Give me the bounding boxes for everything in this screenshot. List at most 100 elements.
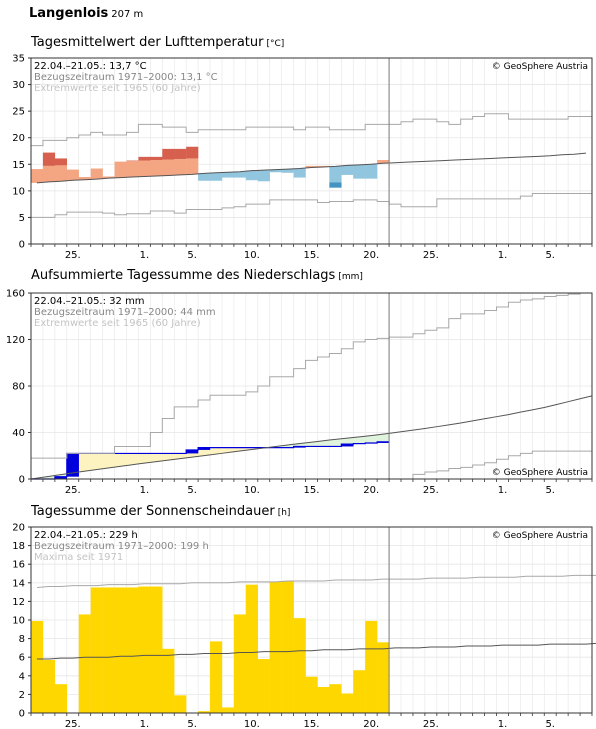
station-header: Langenlois 207 m [29, 6, 143, 21]
precip-deficit-area [341, 437, 354, 445]
sun-bar [317, 686, 330, 713]
temp-warm-bar [126, 161, 139, 178]
y-tick-label: 0 [19, 240, 25, 251]
precip-surplus-area [150, 453, 163, 463]
x-tick-label: 20. [363, 485, 379, 496]
temp-cold-bar [233, 171, 247, 178]
y-tick-label: 10 [12, 616, 25, 627]
temp-warm-bar [186, 158, 199, 175]
precip-reference-text: Bezugszeitraum 1971–2000: 44 mm [34, 307, 216, 318]
x-tick-label: 25. [65, 485, 81, 496]
temp-warm-strong-bar [138, 156, 151, 161]
x-tick-label: 15. [304, 719, 320, 729]
sun-bar [54, 684, 68, 713]
temp-warm-bar [66, 169, 79, 181]
temp-cold-bar [353, 164, 366, 179]
precip-reference-line [30, 395, 593, 480]
temp-warm-bar [305, 165, 318, 168]
temp-warm-bar [377, 160, 390, 164]
y-tick-label: 20 [12, 523, 25, 534]
precip-title-text: Aufsummierte Tagessumme des Niederschlag… [31, 268, 336, 283]
sun-bar [221, 707, 235, 713]
temp-warm-bar [102, 176, 115, 179]
x-tick-label: 25. [423, 485, 439, 496]
temp-warm-bar [78, 177, 91, 180]
sun-bar [281, 580, 294, 713]
x-tick-label: 20. [363, 719, 379, 729]
y-tick-label: 15 [12, 160, 25, 171]
y-tick-label: 2 [19, 690, 25, 701]
temp-warm-bar [317, 165, 330, 167]
x-tick-label: 25. [423, 719, 439, 729]
y-tick-label: 8 [19, 634, 25, 645]
precip-surplus-area [210, 447, 222, 455]
temp-warm-bar [42, 165, 56, 182]
y-tick-label: 0 [19, 475, 25, 486]
sun-bar [377, 642, 390, 713]
temp-cold-bar [221, 172, 235, 178]
temp-warm-bar [90, 168, 103, 180]
x-tick-label: 25. [65, 719, 81, 729]
precip-day-bar [341, 444, 354, 447]
x-tick-label: 1. [140, 485, 150, 496]
temp-max-line [31, 113, 592, 147]
y-tick-label: 0 [19, 709, 25, 720]
temp-reference-text: Bezugszeitraum 1971–2000: 13,1 °C [34, 72, 218, 83]
sun-plot: 0 2 4 6 8 10 12 14 16 18 20 25. 1. 5. 10. 15. 20. 25. 1. 5.… [12, 523, 596, 729]
precip-deficit-area [293, 442, 306, 447]
precip-surplus-area [102, 453, 115, 469]
sun-bar [198, 711, 211, 713]
x-tick-label: 1. [498, 485, 508, 496]
temp-warm-strong-bar [54, 158, 68, 166]
sun-summary: 22.04.–21.05.: 229 h [34, 530, 138, 541]
sun-bar [42, 659, 56, 713]
sun-bar [31, 620, 44, 713]
precip-deficit-area [329, 438, 342, 447]
temp-cold-bar [257, 170, 270, 182]
temp-cold-bar [293, 168, 306, 178]
sun-bar [257, 659, 270, 713]
sun-bar [90, 587, 103, 713]
temp-warm-bar [150, 160, 163, 176]
x-tick-label: 5. [187, 250, 197, 261]
temp-warm-strong-bar [42, 152, 56, 166]
precip-day-bar [198, 447, 211, 450]
x-tick-label: 1. [140, 719, 150, 729]
sun-bar [233, 614, 247, 713]
temp-warm-bar [54, 165, 68, 182]
temp-warm-bar [31, 169, 44, 183]
y-tick-label: 16 [12, 560, 25, 571]
sun-bar [353, 670, 366, 713]
precip-surplus-area [90, 453, 103, 471]
x-tick-label: 5. [187, 485, 197, 496]
x-tick-label: 5. [187, 719, 197, 729]
y-tick-label: 25 [12, 107, 25, 118]
temp-warm-strong-bar [126, 160, 139, 162]
precip-credit: © GeoSphere Austria [492, 468, 588, 478]
sun-bar [305, 676, 318, 713]
temp-cold-bar [365, 164, 378, 179]
temp-cold-bar [341, 165, 354, 175]
temp-warm-strong-bar [150, 156, 163, 161]
sun-bar [269, 581, 282, 713]
temp-warm-bar [162, 159, 175, 176]
temp-title-text: Tagesmittelwert der Lufttemperatur [31, 35, 264, 50]
temp-warm-strong-bar [174, 148, 187, 159]
y-tick-label: 80 [12, 382, 25, 393]
temp-cold-bar [210, 172, 223, 181]
precip-unit: [mm] [338, 272, 363, 282]
temp-min-line [31, 193, 592, 218]
sun-bar [150, 586, 163, 713]
temp-reference-line [36, 152, 587, 184]
sun-chart-title: Tagessumme der Sonnenscheindauer [h] [31, 504, 290, 519]
sun-bar [210, 641, 223, 713]
sun-bar [162, 648, 175, 713]
y-tick-label: 40 [12, 428, 25, 439]
sun-extremes-text: Maxima seit 1971 [34, 552, 123, 563]
x-tick-label: 5. [545, 250, 555, 261]
y-tick-label: 30 [12, 80, 25, 91]
x-tick-label: 5. [545, 719, 555, 729]
x-tick-label: 25. [423, 250, 439, 261]
sun-bar [245, 584, 258, 713]
y-tick-label: 20 [12, 133, 25, 144]
